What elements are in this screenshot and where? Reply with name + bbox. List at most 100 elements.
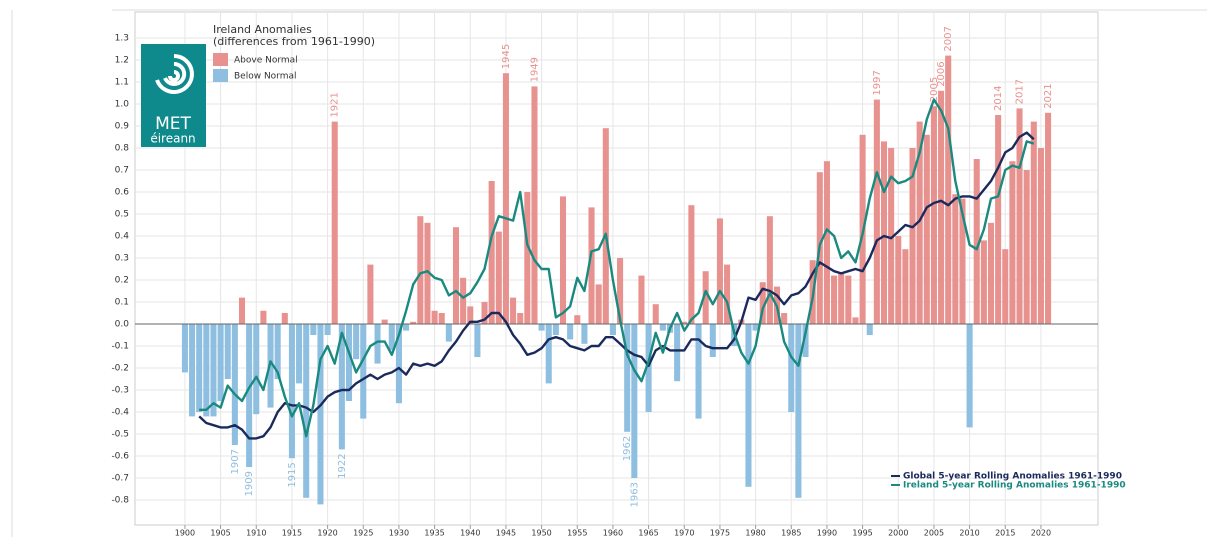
bar (966, 324, 973, 428)
logo: MET éireann (141, 44, 206, 147)
bar (916, 121, 923, 324)
bar (181, 324, 188, 373)
bar (395, 324, 402, 404)
line (199, 98, 1035, 438)
bar (510, 297, 517, 324)
x-tick-label: 1975 (710, 529, 730, 537)
x-tick-label: 1930 (389, 529, 409, 537)
y-tick-label: -0.4 (111, 408, 129, 418)
x-tick-label: 1970 (674, 529, 694, 537)
bar (638, 275, 645, 324)
bar (559, 196, 567, 324)
x-tick-label: 1915 (282, 529, 302, 537)
x-tick-label: 1920 (317, 529, 337, 537)
bar (930, 106, 937, 324)
bar (845, 275, 852, 324)
x-tick-label: 1910 (246, 529, 266, 537)
value-label: 1945 (501, 44, 512, 69)
bar (952, 194, 959, 324)
bar (253, 324, 260, 415)
bar (1037, 148, 1044, 324)
bar (417, 216, 424, 324)
bar (752, 324, 759, 331)
bar (317, 324, 324, 505)
bar (552, 324, 559, 335)
x-tick-label: 1955 (567, 529, 587, 537)
legend-label: Global 5-year Rolling Anomalies 1961-199… (903, 472, 1122, 482)
x-tick-label: 2015 (995, 529, 1015, 537)
logo-text: éireann (150, 132, 195, 146)
y-tick-label: -0.7 (111, 474, 129, 484)
legend-label: Ireland 5-year Rolling Anomalies 1961-19… (903, 481, 1126, 491)
bar (852, 317, 859, 324)
value-label: 1915 (287, 462, 298, 487)
bar (403, 324, 410, 331)
bar (495, 231, 502, 324)
bar (1002, 249, 1009, 324)
bar (574, 315, 581, 324)
x-tick-label: 1905 (210, 529, 230, 537)
plot-area (134, 11, 1099, 526)
bar (488, 181, 495, 324)
bar (303, 324, 310, 498)
bar (288, 324, 295, 459)
bar (645, 324, 652, 412)
bar (631, 324, 638, 478)
bar (659, 324, 666, 331)
bar (987, 222, 995, 324)
bar (260, 310, 267, 324)
bar (945, 55, 952, 324)
bar (445, 324, 452, 342)
bar (374, 324, 381, 364)
bar (345, 324, 353, 401)
legend-subtitle: (differences from 1961-1990) (213, 35, 375, 48)
bar (452, 227, 460, 324)
y-tick-label: 0.9 (115, 122, 130, 132)
bar (973, 159, 980, 324)
bar (481, 302, 488, 324)
y-tick-label: 0.1 (115, 298, 129, 308)
value-label: 1921 (330, 92, 341, 117)
bar (224, 324, 231, 379)
bar (460, 277, 467, 324)
bar (781, 313, 788, 324)
value-label: 1949 (529, 57, 540, 82)
legend-label: Below Normal (234, 72, 297, 82)
bar (410, 321, 417, 324)
bar (652, 304, 659, 324)
bar (1016, 108, 1023, 325)
bar (545, 324, 552, 384)
x-tick-label: 1945 (496, 529, 516, 537)
bar (802, 324, 809, 357)
bar (517, 313, 524, 324)
bar (424, 222, 431, 324)
bar (602, 128, 609, 324)
bar (909, 148, 916, 324)
y-tick-label: 0.5 (115, 210, 129, 220)
bar (923, 134, 930, 324)
value-label: 1907 (230, 449, 241, 474)
bar (681, 321, 688, 324)
bar (617, 258, 624, 324)
bar (324, 324, 331, 335)
bar (873, 99, 880, 324)
bar (367, 264, 374, 324)
x-tick-label: 1960 (603, 529, 623, 537)
x-tick-label: 1925 (353, 529, 373, 537)
value-label: 2017 (1015, 79, 1026, 104)
bar (995, 115, 1002, 324)
bar (310, 324, 317, 335)
bar (338, 324, 345, 450)
x-tick-label: 1940 (460, 529, 480, 537)
y-tick-label: -0.3 (111, 386, 129, 396)
y-tick-label: -0.6 (111, 452, 129, 462)
bar (210, 324, 217, 417)
bar (281, 313, 288, 324)
bar (381, 319, 388, 324)
y-tick-label: 0.6 (115, 188, 130, 198)
x-tick-label: 2010 (959, 529, 979, 537)
bar (1030, 121, 1037, 324)
bar (724, 264, 731, 324)
y-tick-label: -0.5 (111, 430, 129, 440)
